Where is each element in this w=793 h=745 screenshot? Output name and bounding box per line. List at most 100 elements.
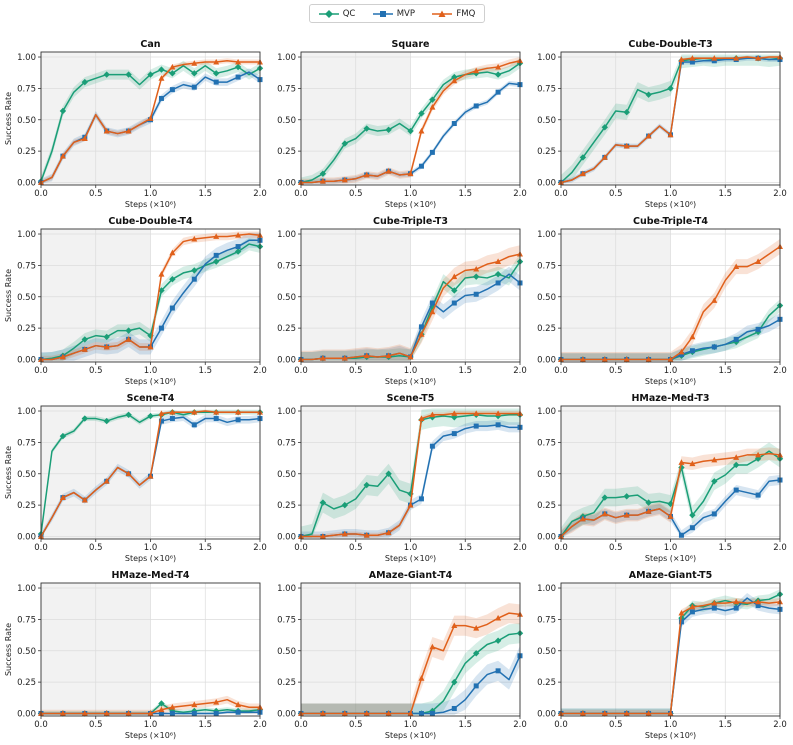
- subplot-can: 0.0 0.5 1.0 1.5 2.0 0.00 0.25 0.50 0.75 1.00 Can St…: [4, 39, 267, 209]
- marker-mvp: [451, 705, 457, 711]
- y-tick-label: 1.00: [17, 584, 36, 594]
- y-tick-label: 0.00: [277, 355, 296, 365]
- marker-fmq: [59, 710, 66, 716]
- marker-qc: [601, 494, 608, 501]
- plot-frame: [40, 582, 261, 717]
- plot-frame: [560, 582, 781, 717]
- marker-qc: [733, 461, 740, 469]
- x-tick-label: 1.0: [144, 720, 158, 730]
- x-tick-label: 1.0: [664, 366, 678, 376]
- x-axis-label: Steps (×10⁶): [385, 377, 436, 386]
- x-tick-label: 2.0: [513, 543, 527, 553]
- marker-mvp: [711, 58, 717, 64]
- x-tick-label: 2.0: [253, 366, 267, 376]
- marker-fmq: [147, 343, 154, 350]
- marker-fmq: [711, 599, 718, 606]
- marker-fmq: [341, 530, 348, 537]
- x-tick-label: 2.0: [773, 366, 787, 376]
- marker-fmq: [418, 331, 425, 337]
- x-tick-label: 0.5: [609, 543, 623, 553]
- marker-mvp: [473, 103, 479, 109]
- marker-fmq: [473, 67, 480, 74]
- marker-qc: [59, 432, 67, 440]
- marker-fmq: [385, 710, 392, 716]
- marker-fmq: [191, 409, 198, 415]
- marker-fmq: [319, 533, 326, 539]
- marker-qc: [733, 338, 740, 346]
- x-tick-label: 1.5: [458, 366, 472, 376]
- x-axis-label: Steps (×10⁶): [125, 554, 176, 563]
- x-tick-label: 0.0: [34, 720, 48, 730]
- x-tick-label: 2.0: [773, 189, 787, 199]
- y-tick-label: 0.00: [17, 178, 36, 188]
- band-fmq: [301, 603, 520, 715]
- subplot-title: HMaze-Med-T3: [631, 393, 709, 404]
- marker-fmq: [363, 352, 370, 359]
- marker-qc: [473, 650, 480, 657]
- marker-qc: [645, 91, 652, 98]
- marker-fmq: [495, 258, 502, 265]
- marker-qc: [579, 154, 587, 161]
- marker-fmq: [341, 176, 348, 183]
- marker-fmq: [319, 178, 326, 184]
- marker-fmq: [59, 353, 66, 360]
- marker-qc: [667, 85, 674, 92]
- marker-fmq: [103, 343, 110, 350]
- x-axis-label: Steps (×10⁶): [385, 731, 436, 740]
- marker-mvp: [689, 525, 695, 531]
- marker-mvp: [678, 619, 684, 625]
- marker-fmq: [363, 532, 370, 538]
- x-tick-label: 0.0: [554, 189, 568, 199]
- marker-fmq: [579, 170, 586, 177]
- marker-qc: [147, 412, 154, 420]
- marker-qc: [169, 70, 176, 77]
- x-tick-label: 1.5: [718, 720, 732, 730]
- x-tick-label: 1.0: [664, 720, 678, 730]
- y-tick-label: 1.00: [537, 584, 556, 594]
- marker-mvp: [418, 163, 424, 169]
- marker-qc: [103, 333, 110, 341]
- marker-fmq: [733, 454, 740, 460]
- marker-fmq: [645, 132, 652, 139]
- subplot-cube-double-t4: 0.0 0.5 1.0 1.5 2.0 0.00 0.25 0.50 0.75 1.00 Cube-…: [4, 216, 267, 386]
- marker-fmq: [451, 410, 458, 416]
- x-axis-label: Steps (×10⁶): [645, 554, 696, 563]
- marker-mvp: [158, 95, 164, 101]
- x-tick-label: 1.0: [144, 189, 158, 199]
- y-tick-label: 1.00: [277, 407, 296, 417]
- marker-qc: [494, 270, 502, 278]
- x-tick-label: 2.0: [253, 720, 267, 730]
- marker-fmq: [158, 706, 165, 713]
- marker-qc: [147, 71, 154, 78]
- marker-qc: [418, 110, 425, 117]
- y-tick-label: 0.00: [537, 709, 556, 719]
- x-tick-label: 1.0: [404, 543, 418, 553]
- marker-fmq: [429, 104, 436, 110]
- y-tick-label: 0.25: [277, 324, 296, 334]
- marker-qc: [319, 499, 327, 506]
- marker-qc: [125, 71, 132, 78]
- x-axis-label: Steps (×10⁶): [645, 200, 696, 209]
- x-tick-label: 1.0: [404, 366, 418, 376]
- marker-fmq: [755, 258, 762, 265]
- marker-fmq: [385, 352, 392, 359]
- x-tick-label: 1.0: [144, 366, 158, 376]
- marker-fmq: [667, 131, 674, 138]
- marker-mvp: [235, 709, 241, 715]
- subplot-cube-triple-t3: 0.0 0.5 1.0 1.5 2.0 0.00 0.25 0.50 0.75 1.00 Cube-…: [277, 216, 527, 386]
- y-tick-label: 0.00: [17, 532, 36, 542]
- legend-swatch-mvp: [372, 10, 393, 17]
- marker-mvp: [418, 710, 424, 716]
- marker-mvp: [213, 252, 219, 258]
- marker-qc: [81, 78, 88, 86]
- marker-fmq: [678, 459, 685, 465]
- marker-fmq: [429, 643, 436, 650]
- marker-fmq: [407, 501, 414, 508]
- marker-fmq: [645, 710, 652, 716]
- marker-qc: [678, 464, 685, 471]
- marker-fmq: [451, 622, 458, 629]
- marker-mvp: [711, 511, 717, 517]
- marker-fmq: [495, 63, 502, 70]
- marker-qc: [385, 470, 392, 477]
- x-tick-label: 1.0: [404, 720, 418, 730]
